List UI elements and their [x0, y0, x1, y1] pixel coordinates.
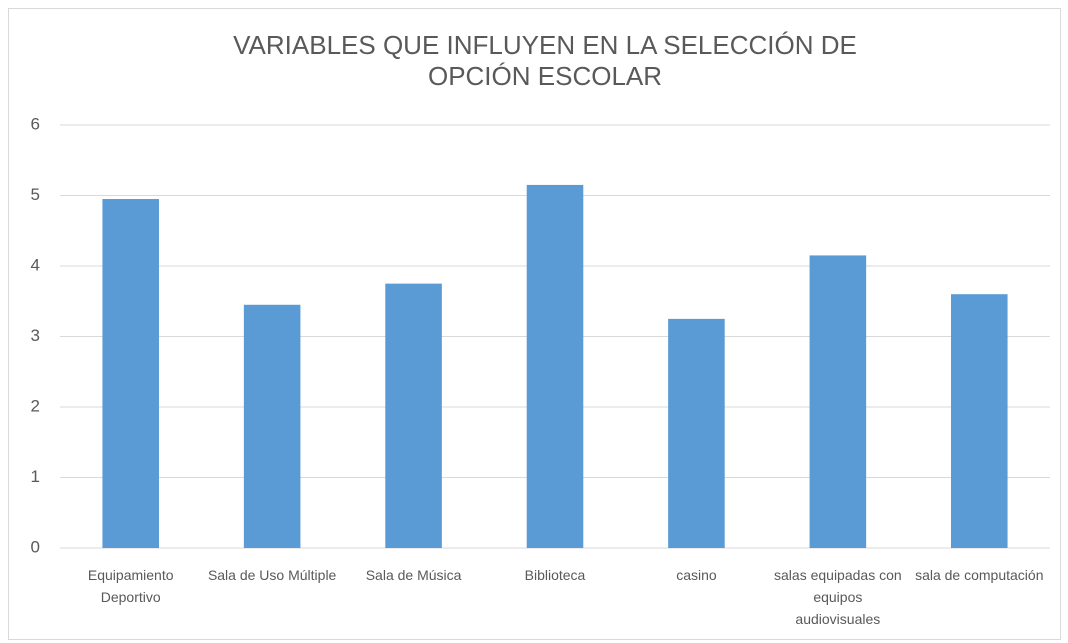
- chart-title: VARIABLES QUE INFLUYEN EN LA SELECCIÓN D…: [233, 30, 857, 91]
- y-tick-label: 5: [31, 185, 40, 204]
- x-tick-label: sala de computación: [915, 567, 1044, 583]
- x-tick-label: casino: [676, 567, 717, 583]
- y-tick-label: 2: [31, 396, 40, 415]
- x-tick-label: Biblioteca: [524, 567, 586, 583]
- bar: [243, 304, 301, 548]
- bar: [102, 199, 159, 548]
- y-tick-label: 1: [31, 467, 40, 486]
- x-tick-label: Sala de Uso Múltiple: [207, 567, 337, 583]
- x-tick-label: Equipamiento Deportivo: [87, 567, 174, 605]
- bar: [526, 184, 584, 549]
- x-tick-label: salas equipadas con equipos audiovisuale…: [774, 567, 902, 627]
- chart-border: [8, 8, 1061, 640]
- y-tick-label: 6: [31, 114, 40, 133]
- bar: [385, 283, 442, 548]
- y-tick-label: 4: [31, 255, 40, 274]
- x-tick-label: Sala de Música: [365, 567, 462, 583]
- bar: [951, 294, 1008, 548]
- y-tick-label: 0: [31, 537, 40, 556]
- bar: [668, 318, 725, 548]
- bar: [809, 255, 867, 549]
- y-tick-label: 3: [31, 326, 40, 345]
